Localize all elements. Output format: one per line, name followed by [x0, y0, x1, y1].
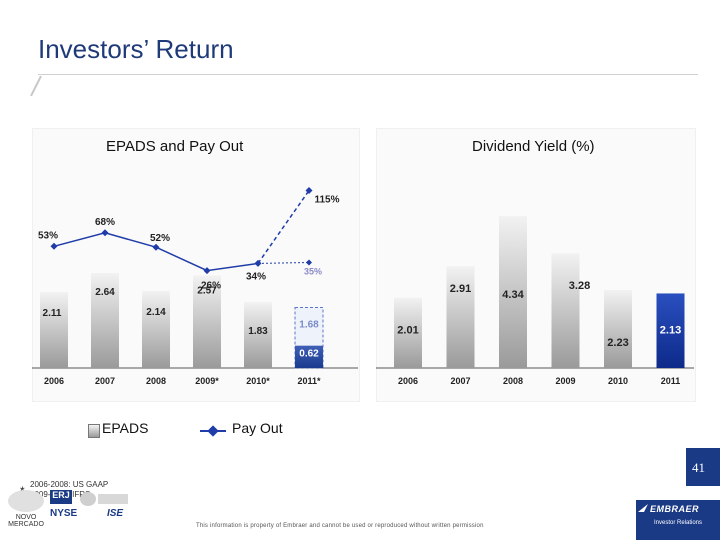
payout-line-alt — [257, 262, 310, 264]
payout-label-2011: 115% — [314, 195, 339, 206]
index-logo — [98, 494, 128, 504]
bar-epads-2010 — [244, 302, 272, 368]
embraer-brand-block — [636, 500, 720, 540]
bar-epads-2006 — [40, 292, 68, 368]
payout-line-projected — [257, 190, 310, 264]
payout-point-2009 — [203, 267, 211, 275]
legend-payout-marker — [207, 425, 219, 437]
payout-label-2009: 26% — [201, 281, 221, 292]
investor-relations-label: Investor Relations — [654, 520, 703, 526]
bar-label-epads-2009: 2.57 — [197, 285, 217, 296]
bar-label-yield-2010: 2.23 — [607, 337, 628, 349]
page-number-badge — [686, 448, 720, 486]
bar-label-epads-2008: 2.14 — [146, 307, 166, 318]
x-tick-label-2009: 2009 — [555, 376, 575, 386]
x-tick-label-2009: 2009* — [195, 376, 219, 386]
bar-label-epads-2011: 0.62 — [299, 349, 319, 360]
novo-mercado-logo: NOVO MERCADO — [8, 514, 44, 528]
epads-payout-chart: 2.11 2006 2.64 2007 2.14 2008 2.57 2009* 1.83 201… — [32, 187, 358, 386]
globe-seal-icon — [80, 492, 96, 506]
title-accent-slash — [30, 76, 42, 96]
bar-yield-2007 — [446, 266, 475, 368]
embraer-logo-text: EMBRAER — [650, 504, 700, 514]
x-tick-label-2008: 2008 — [146, 376, 166, 386]
embraer-swoosh-icon — [638, 504, 648, 512]
exchange-logos: NOVO MERCADO ERJ NYSE ISE — [4, 486, 154, 536]
page-number: 41 — [692, 460, 705, 475]
legend-payout-label: Pay Out — [232, 420, 283, 436]
x-tick-label-2008: 2008 — [503, 376, 523, 386]
payout-point-extra — [306, 259, 312, 266]
payout-point-2007 — [101, 229, 109, 237]
bar-label-epads-2007: 2.64 — [95, 287, 115, 298]
payout-point-2011 — [305, 187, 313, 194]
bar-label-yield-2011: 2.13 — [660, 324, 681, 336]
x-tick-label-2010: 2010* — [246, 376, 270, 386]
bar-label-epads-2010: 1.83 — [248, 326, 268, 337]
bar-label-yield-2009: 3.28 — [569, 280, 590, 292]
payout-label-2006: 53% — [38, 230, 58, 241]
bar-epads-2008 — [142, 290, 170, 368]
x-tick-label-2006: 2006 — [398, 376, 418, 386]
nyse-logo: NYSE — [50, 508, 78, 519]
ise-logo: ISE — [106, 508, 124, 519]
bar-yield-2008 — [499, 216, 527, 368]
epads-chart-title: EPADS and Pay Out — [106, 138, 244, 155]
payout-point-2008 — [152, 243, 160, 251]
bovespa-logo — [8, 490, 44, 512]
disclaimer-text: This information is property of Embraer … — [196, 523, 484, 529]
x-tick-label-2011: 2011 — [661, 376, 681, 386]
x-tick-label-2007: 2007 — [95, 376, 115, 386]
x-tick-label-2011: 2011* — [297, 376, 321, 386]
bar-label-yield-2007: 2.91 — [450, 283, 471, 295]
x-tick-label-2006: 2006 — [44, 376, 64, 386]
bar-epads-2007 — [91, 272, 119, 368]
bar-label-epads-extra: 1.68 — [299, 320, 319, 331]
x-tick-label-2007: 2007 — [450, 376, 470, 386]
bar-yield-2010 — [604, 289, 632, 368]
dividend-yield-chart: 2.01 2006 2.91 2007 4.34 2008 3.28 2009 2.23 2010… — [376, 216, 694, 386]
title-divider — [38, 74, 698, 75]
payout-label-2010: 34% — [246, 271, 266, 282]
x-tick-label-2010: 2010 — [608, 376, 628, 386]
payout-label-2007: 68% — [95, 217, 115, 228]
bar-label-yield-2008: 4.34 — [502, 289, 524, 301]
payout-point-2010 — [254, 259, 262, 267]
legend-epads-label: EPADS — [102, 420, 149, 436]
payout-label-extra: 35% — [304, 267, 322, 277]
footnote-line-1: 2006-2008: US GAAP — [30, 480, 109, 489]
bar-yield-2009 — [551, 253, 580, 368]
bar-label-yield-2006: 2.01 — [397, 325, 418, 337]
legend-epads-swatch — [88, 424, 100, 438]
payout-label-2008: 52% — [150, 233, 170, 244]
bar-epads-2009 — [193, 275, 221, 368]
dividend-panel — [376, 128, 696, 402]
bar-epads-2011 — [295, 345, 323, 368]
dividend-chart-title: Dividend Yield (%) — [472, 138, 595, 155]
slide-title: Investors’ Return — [38, 34, 234, 64]
payout-point-2006 — [50, 242, 58, 250]
erj-logo: ERJ — [50, 490, 72, 504]
bar-yield-2011 — [656, 293, 685, 368]
bar-yield-2006 — [394, 297, 422, 368]
bar-label-epads-2006: 2.11 — [43, 308, 62, 319]
